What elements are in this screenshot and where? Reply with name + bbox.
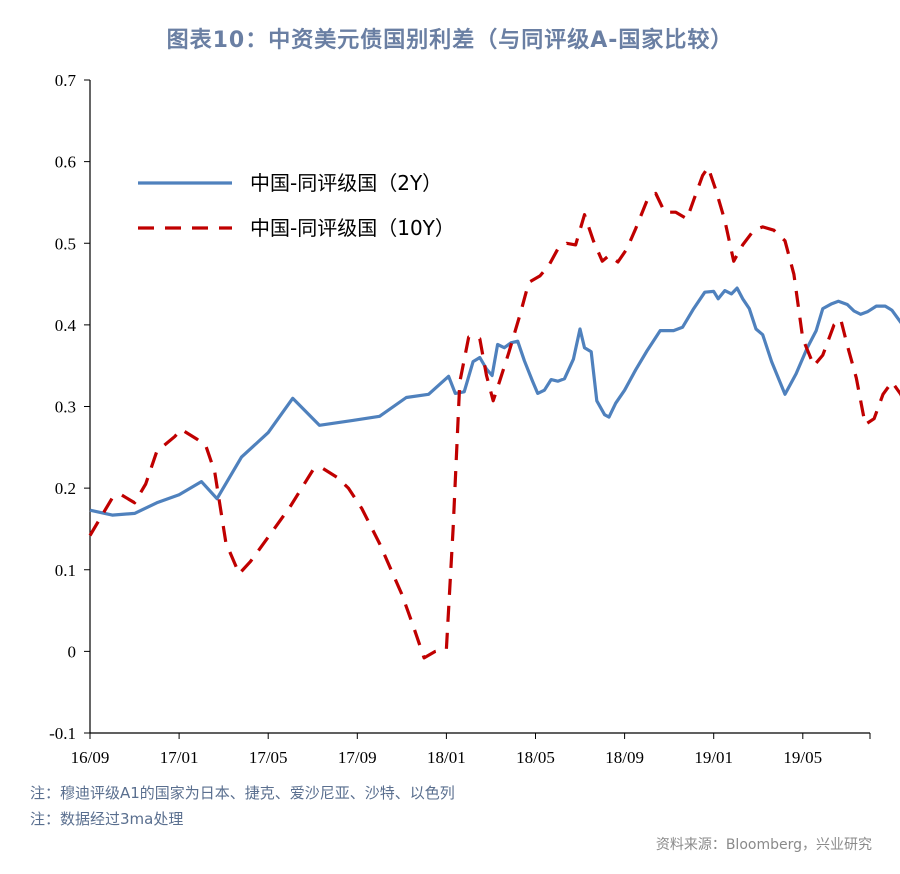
chart-series — [88, 165, 900, 660]
x-tick-label: 18/09 — [605, 748, 644, 767]
chart-title: 图表10：中资美元债国别利差（与同评级A-国家比较） — [166, 28, 734, 53]
y-tick-label: 0.1 — [55, 561, 76, 580]
y-tick-label: 0.4 — [55, 316, 77, 335]
x-tick-label: 18/05 — [516, 748, 555, 767]
x-tick-label: 17/05 — [249, 748, 288, 767]
x-tick-label: 17/01 — [160, 748, 199, 767]
source-text: 资料来源：Bloomberg，兴业研究 — [655, 837, 872, 853]
x-tick-label: 19/01 — [694, 748, 733, 767]
y-tick-label: -0.1 — [49, 724, 76, 743]
chart-note-1: 注：穆迪评级A1的国家为日本、捷克、爱沙尼亚、沙特、以色列 — [30, 784, 455, 802]
y-tick-label: 0.7 — [55, 71, 77, 90]
y-tick-label: 0 — [68, 642, 77, 661]
x-tick-label: 19/05 — [783, 748, 822, 767]
x-tick-label: 16/09 — [71, 748, 110, 767]
y-tick-label: 0.2 — [55, 479, 76, 498]
x-tick-label: 17/09 — [338, 748, 377, 767]
series-line-2 — [88, 165, 900, 660]
chart-legend: 中国-同评级国（2Y） 中国-同评级国（10Y） — [138, 171, 455, 240]
chart-note-2: 注：数据经过3ma处理 — [30, 810, 184, 828]
series-line-1 — [89, 286, 900, 517]
legend-label-1: 中国-同评级国（2Y） — [250, 171, 442, 195]
y-tick-label: 0.3 — [55, 398, 76, 417]
legend-label-2: 中国-同评级国（10Y） — [250, 216, 455, 240]
y-tick-label: 0.6 — [55, 153, 76, 172]
x-tick-label: 18/01 — [427, 748, 466, 767]
chart-axes: -0.1 0 0.1 0.2 0.3 0.4 0.5 0.6 0.7 16/09 17/01 17/0… — [49, 71, 871, 767]
y-tick-label: 0.5 — [55, 234, 76, 253]
